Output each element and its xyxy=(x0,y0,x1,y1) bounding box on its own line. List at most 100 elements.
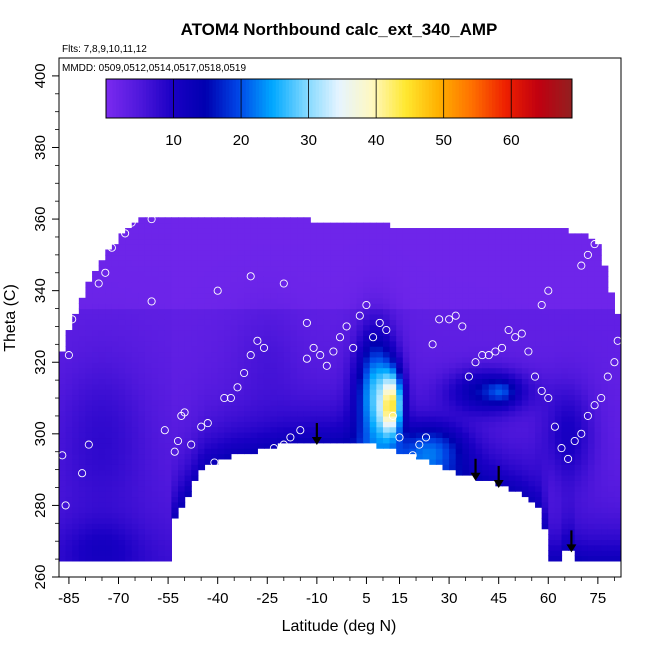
heatmap-cell xyxy=(230,448,239,455)
heatmap-cell xyxy=(508,389,516,396)
heatmap-cell xyxy=(369,238,377,245)
heatmap-cell xyxy=(125,485,133,492)
heatmap-cell xyxy=(184,405,192,412)
heatmap-cell xyxy=(402,442,411,449)
heatmap-cell xyxy=(191,340,199,347)
heatmap-cell xyxy=(217,405,225,412)
heatmap-cell xyxy=(144,432,153,439)
heatmap-cell xyxy=(581,528,589,535)
heatmap-cell xyxy=(283,254,292,261)
heatmap-cell xyxy=(568,260,576,267)
heatmap-cell xyxy=(178,485,186,492)
heatmap-cell xyxy=(131,378,139,385)
heatmap-cell xyxy=(144,512,153,519)
heatmap-cell xyxy=(455,287,463,294)
heatmap-cell xyxy=(197,340,206,347)
heatmap-cell xyxy=(449,308,457,315)
heatmap-cell xyxy=(178,222,186,229)
heatmap-cell xyxy=(158,480,166,487)
heatmap-cell xyxy=(402,437,411,444)
heatmap-cell xyxy=(561,389,569,396)
heatmap-cell xyxy=(594,287,602,294)
colorbar-segment xyxy=(229,79,233,118)
heatmap-cell xyxy=(435,292,444,299)
heatmap-cell xyxy=(151,276,159,283)
heatmap-cell xyxy=(416,351,424,358)
heatmap-cell xyxy=(409,448,417,455)
heatmap-cell xyxy=(290,346,298,353)
heatmap-cell xyxy=(237,276,245,283)
heatmap-cell xyxy=(482,389,490,396)
heatmap-cell xyxy=(164,378,172,385)
heatmap-cell xyxy=(105,464,113,471)
heatmap-cell xyxy=(283,340,292,347)
heatmap-cell xyxy=(482,383,490,390)
colorbar-segment xyxy=(209,79,214,118)
heatmap-cell xyxy=(382,319,391,326)
heatmap-cell xyxy=(144,426,153,433)
heatmap-cell xyxy=(574,287,582,294)
heatmap-cell xyxy=(191,346,199,353)
heatmap-cell xyxy=(422,448,430,455)
heatmap-cell xyxy=(416,453,424,460)
heatmap-cell xyxy=(211,276,219,283)
colorbar-segment xyxy=(432,79,437,118)
heatmap-cell xyxy=(138,469,146,476)
heatmap-cell xyxy=(330,308,338,315)
colorbar-segment xyxy=(259,79,263,118)
heatmap-cell xyxy=(435,308,444,315)
sample-point xyxy=(395,433,404,442)
heatmap-cell xyxy=(224,276,232,283)
heatmap-cell xyxy=(144,249,153,256)
heatmap-cell xyxy=(495,292,503,299)
heatmap-cell xyxy=(495,281,503,288)
heatmap-cell xyxy=(323,340,331,347)
heatmap-cell xyxy=(197,254,206,261)
heatmap-cell xyxy=(541,228,549,234)
heatmap-cell xyxy=(316,405,325,412)
heatmap-cell xyxy=(561,308,569,315)
heatmap-cell xyxy=(521,260,530,267)
heatmap-cell xyxy=(561,324,569,331)
heatmap-cell xyxy=(237,303,245,310)
heatmap-cell xyxy=(607,528,615,535)
heatmap-cell xyxy=(515,351,523,358)
heatmap-cell xyxy=(310,319,318,326)
heatmap-cell xyxy=(482,394,490,401)
heatmap-cell xyxy=(568,523,576,530)
heatmap-cell xyxy=(607,389,615,396)
heatmap-cell xyxy=(158,405,166,412)
heatmap-cell xyxy=(211,442,219,449)
heatmap-cell xyxy=(72,512,80,519)
heatmap-cell xyxy=(521,281,530,288)
heatmap-cell xyxy=(587,415,596,422)
heatmap-cell xyxy=(98,528,106,535)
heatmap-cell xyxy=(98,389,106,396)
heatmap-cell xyxy=(270,249,278,256)
heatmap-cell xyxy=(178,287,186,294)
heatmap-cell xyxy=(349,383,358,390)
heatmap-cell xyxy=(310,233,318,240)
heatmap-cell xyxy=(244,383,252,390)
heatmap-cell xyxy=(111,539,120,546)
heatmap-cell xyxy=(151,421,159,428)
heatmap-cell xyxy=(250,313,258,320)
heatmap-cell xyxy=(244,415,252,422)
heatmap-cell xyxy=(614,421,621,428)
heatmap-cell xyxy=(495,319,503,326)
heatmap-cell xyxy=(224,222,232,229)
heatmap-cell xyxy=(594,281,602,288)
heatmap-cell xyxy=(343,383,351,390)
sample-point xyxy=(517,329,526,338)
heatmap-cell xyxy=(541,233,549,240)
heatmap-cell xyxy=(105,330,113,336)
heatmap-cell xyxy=(528,292,536,299)
heatmap-cell xyxy=(568,464,576,471)
heatmap-cell xyxy=(482,437,490,444)
heatmap-cell xyxy=(462,340,470,347)
colorbar-segment xyxy=(192,79,197,118)
heatmap-cell xyxy=(429,265,437,272)
heatmap-cell xyxy=(144,319,153,326)
heatmap-cell xyxy=(118,260,126,267)
heatmap-cell xyxy=(376,415,384,422)
